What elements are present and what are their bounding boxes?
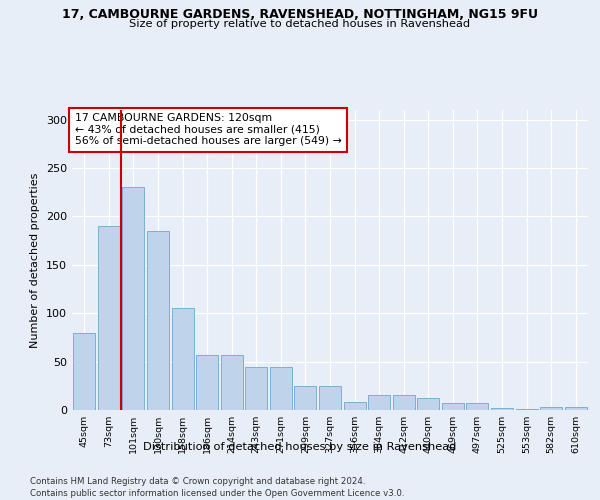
Bar: [270, 368, 292, 410]
Text: 17 CAMBOURNE GARDENS: 120sqm
← 43% of detached houses are smaller (415)
56% of s: 17 CAMBOURNE GARDENS: 120sqm ← 43% of de…: [74, 113, 341, 146]
Text: 17, CAMBOURNE GARDENS, RAVENSHEAD, NOTTINGHAM, NG15 9FU: 17, CAMBOURNE GARDENS, RAVENSHEAD, NOTTI…: [62, 8, 538, 20]
Text: Size of property relative to detached houses in Ravenshead: Size of property relative to detached ho…: [130, 19, 470, 29]
Bar: [491, 408, 513, 410]
Bar: [344, 402, 365, 410]
Bar: [319, 386, 341, 410]
Text: Contains HM Land Registry data © Crown copyright and database right 2024.: Contains HM Land Registry data © Crown c…: [30, 478, 365, 486]
Bar: [515, 409, 538, 410]
Bar: [442, 403, 464, 410]
Bar: [245, 368, 268, 410]
Bar: [172, 308, 194, 410]
Bar: [417, 398, 439, 410]
Bar: [147, 231, 169, 410]
Text: Distribution of detached houses by size in Ravenshead: Distribution of detached houses by size …: [143, 442, 457, 452]
Bar: [466, 403, 488, 410]
Bar: [540, 407, 562, 410]
Y-axis label: Number of detached properties: Number of detached properties: [31, 172, 40, 348]
Bar: [368, 396, 390, 410]
Bar: [565, 407, 587, 410]
Bar: [98, 226, 120, 410]
Bar: [196, 355, 218, 410]
Bar: [295, 386, 316, 410]
Text: Contains public sector information licensed under the Open Government Licence v3: Contains public sector information licen…: [30, 489, 404, 498]
Bar: [392, 396, 415, 410]
Bar: [221, 355, 243, 410]
Bar: [73, 332, 95, 410]
Bar: [122, 188, 145, 410]
